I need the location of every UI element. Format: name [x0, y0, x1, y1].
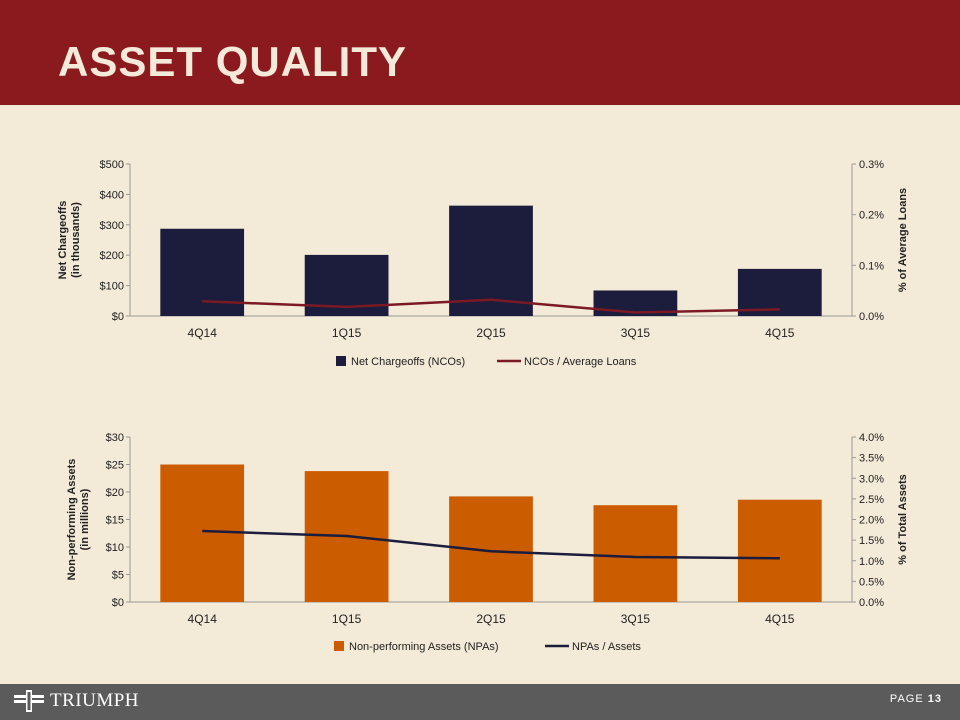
x-tick-label: 1Q15: [332, 612, 362, 626]
y2-tick-label: 0.1%: [859, 260, 884, 272]
page-number-value: 13: [927, 693, 942, 705]
y-tick-label: $500: [100, 159, 124, 171]
y2-tick-label: 0.0%: [859, 311, 884, 323]
y-tick-label: $0: [112, 311, 124, 323]
y2-tick-label: 0.2%: [859, 210, 884, 222]
y2-tick-label: 3.5%: [859, 453, 884, 465]
x-tick-label: 1Q15: [332, 326, 362, 340]
legend-line-label: NPAs / Assets: [572, 641, 641, 653]
y2-axis-title: % of Total Assets: [897, 474, 909, 564]
legend-bar-swatch: [334, 641, 344, 651]
y2-tick-label: 0.0%: [859, 597, 884, 609]
legend-bar-swatch: [336, 356, 346, 366]
charts-canvas: $0 $100 $200 $300 $400 $500 0.0% 0.1% 0.2% 0.3% 4Q…: [57, 159, 909, 653]
y-tick-label: $100: [100, 281, 124, 293]
y-tick-label: $25: [106, 460, 124, 472]
x-tick-label: 3Q15: [621, 612, 651, 626]
footer-bar: [0, 684, 960, 720]
x-tick-label: 3Q15: [621, 326, 651, 340]
y2-tick-label: 0.5%: [859, 576, 884, 588]
y-tick-label: $5: [112, 570, 124, 582]
y-tick-label: $0: [112, 597, 124, 609]
x-tick-label: 4Q15: [765, 612, 795, 626]
x-tick-label: 2Q15: [476, 612, 506, 626]
x-tick-label: 2Q15: [476, 326, 506, 340]
x-tick-label: 4Q15: [765, 326, 795, 340]
y-tick-label: $200: [100, 250, 124, 262]
y-axis-title: Net Chargeoffs: [57, 201, 69, 280]
triumph-logo: TRIUMPH: [14, 690, 139, 712]
page-number: PAGE 13: [890, 693, 942, 705]
bar-3q15: [593, 505, 678, 602]
x-tick-label: 4Q14: [188, 326, 218, 340]
y-tick-label: $30: [106, 432, 124, 444]
y2-tick-label: 2.0%: [859, 515, 884, 527]
y-tick-label: $10: [106, 542, 124, 554]
y-tick-label: $20: [106, 487, 124, 499]
legend-bar-label: Net Chargeoffs (NCOs): [351, 356, 465, 368]
y2-tick-label: 4.0%: [859, 432, 884, 444]
y2-tick-label: 3.0%: [859, 473, 884, 485]
y2-tick-label: 1.0%: [859, 556, 884, 568]
y2-tick-label: 0.3%: [859, 159, 884, 171]
y2-tick-label: 2.5%: [859, 494, 884, 506]
y-tick-label: $300: [100, 220, 124, 232]
bar-4q15: [737, 499, 822, 602]
y-axis-title: (in millions): [79, 488, 91, 550]
y-axis-title: (in thousands): [70, 202, 82, 278]
header-bar: [0, 0, 960, 105]
legend-bar-label: Non-performing Assets (NPAs): [349, 641, 499, 653]
y-tick-label: $15: [106, 515, 124, 527]
bar-4q15: [737, 268, 822, 316]
page-label: PAGE: [889, 693, 924, 705]
legend-line-label: NCOs / Average Loans: [524, 356, 637, 368]
y2-axis-title: % of Average Loans: [897, 188, 909, 292]
y-axis-title: Non-performing Assets: [66, 459, 78, 581]
logo-text: TRIUMPH: [50, 690, 140, 711]
y2-tick-label: 1.5%: [859, 535, 884, 547]
y-tick-label: $400: [100, 189, 124, 201]
x-tick-label: 4Q14: [188, 612, 218, 626]
page-title: ASSET QUALITY: [58, 38, 408, 85]
triumph-cross-icon: [14, 690, 44, 712]
bar-2q15: [449, 205, 533, 316]
